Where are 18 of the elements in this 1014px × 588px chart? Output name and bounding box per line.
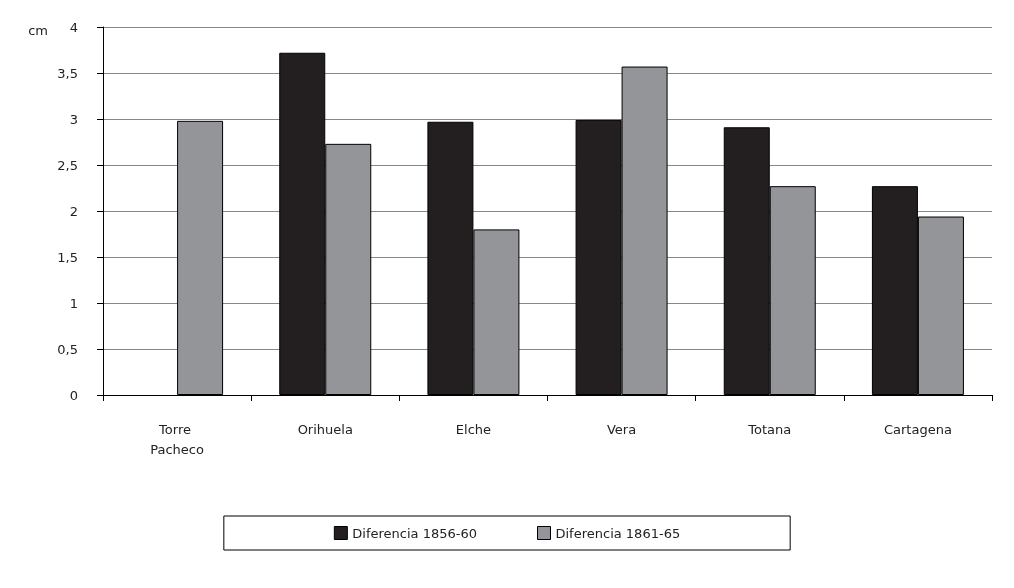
y-tick-label: 1: [69, 295, 78, 311]
y-tick-label: 2,5: [57, 157, 78, 173]
y-tick-label: 4: [69, 19, 78, 35]
x-tick-label: Totana: [747, 421, 792, 437]
y-tick-label: 2: [69, 203, 78, 219]
y-tick-label: 1,5: [57, 249, 78, 265]
y-tick-label: 3,5: [57, 65, 78, 81]
legend-label: Diferencia 1861-65: [555, 525, 681, 541]
y-axis-title: cm: [28, 23, 48, 38]
y-tick-label: 0: [69, 387, 78, 403]
x-tick-label: Torre Pacheco: [150, 421, 204, 457]
x-tick-label: Cartagena: [883, 421, 952, 437]
x-tick-label: Elche: [455, 421, 492, 437]
y-tick-label: 0,5: [57, 341, 78, 357]
y-tick-label: 3: [69, 111, 78, 127]
x-tick-label: Orihuela: [297, 421, 353, 437]
legend-label: Diferencia 1856-60: [352, 525, 477, 541]
x-tick-label: Vera: [606, 421, 637, 437]
